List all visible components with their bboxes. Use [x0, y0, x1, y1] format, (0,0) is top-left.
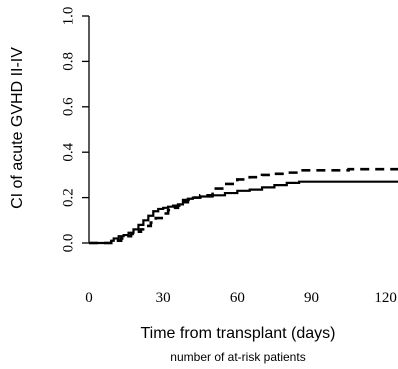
x-tick-label: 120 [374, 290, 397, 306]
y-tick-label: 0.8 [60, 52, 76, 71]
x-tick-label: 30 [156, 290, 171, 306]
dashed-series-line [89, 167, 398, 245]
x-axis-title: Time from transplant (days) [140, 325, 335, 342]
x-axis-subtitle: number of at-risk patients [170, 350, 305, 364]
y-tick-label: 0.4 [60, 142, 76, 161]
x-tick-label: 90 [304, 290, 319, 306]
x-tick-label: 60 [230, 290, 245, 306]
y-tick-label: 0.0 [60, 234, 76, 253]
x-tick-label: 0 [85, 290, 93, 306]
y-tick-label: 0.6 [60, 97, 76, 116]
series-layer [89, 167, 398, 245]
y-axis-title: CI of acute GVHD II-IV [9, 47, 26, 209]
x-axis: 0 30 60 90 120 [85, 290, 397, 306]
solid-series-line [89, 180, 398, 245]
y-tick-label: 1.0 [60, 7, 76, 26]
y-tick-label: 0.2 [60, 188, 76, 207]
y-axis: 0.0 0.2 0.4 0.6 0.8 1.0 [60, 7, 90, 253]
